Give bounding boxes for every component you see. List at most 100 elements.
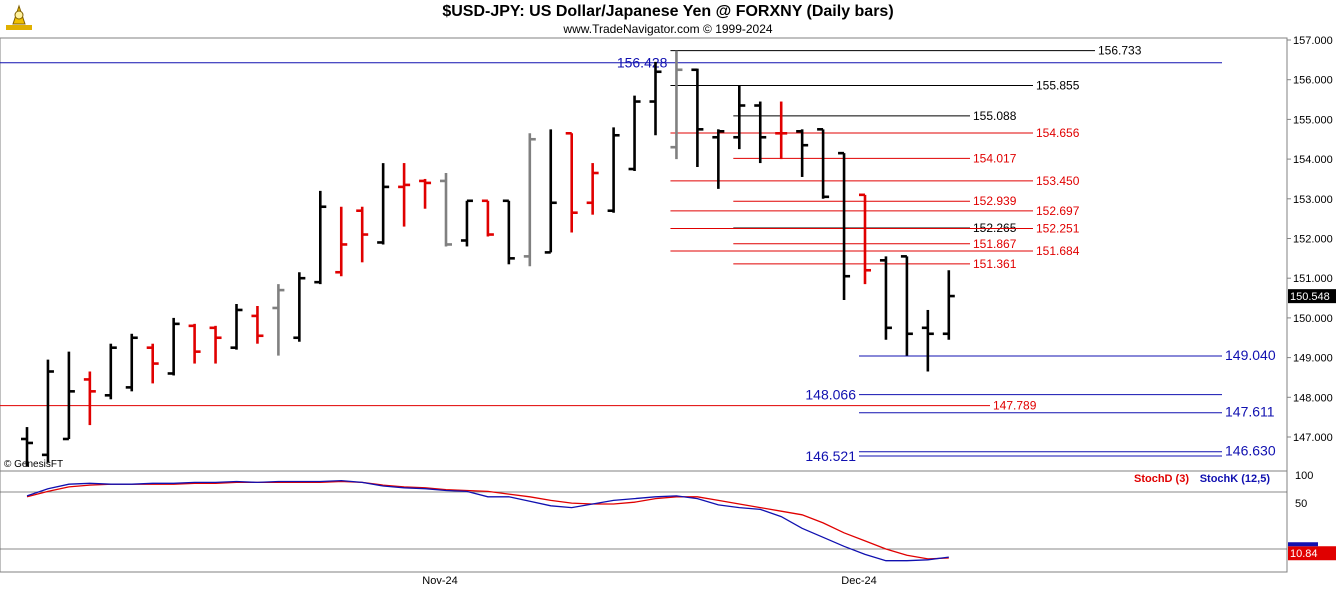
level-label: 146.630 xyxy=(1225,443,1276,459)
ohlc-bar xyxy=(859,193,871,285)
stoch-tick-label: 50 xyxy=(1295,498,1307,510)
ohlc-bar xyxy=(209,325,222,364)
y-tick-label: 155.000 xyxy=(1293,114,1333,126)
ohlc-bar xyxy=(502,199,515,265)
last-price-label: 150.548 xyxy=(1290,291,1330,303)
ohlc-bar xyxy=(796,129,809,177)
level-label: 149.040 xyxy=(1225,347,1276,363)
level-label: 152.251 xyxy=(1036,222,1080,236)
level-label: 146.521 xyxy=(805,448,856,464)
ohlc-bar xyxy=(272,284,285,356)
y-tick-label: 152.000 xyxy=(1293,234,1333,246)
ohlc-bar xyxy=(900,255,913,356)
ohlc-bar xyxy=(335,206,348,277)
trade-navigator-logo-icon xyxy=(4,3,34,38)
y-tick-label: 154.000 xyxy=(1293,154,1333,166)
ohlc-bar xyxy=(62,351,75,441)
y-tick-label: 149.000 xyxy=(1293,353,1333,365)
chart-frame xyxy=(0,37,1288,573)
y-tick-label: 147.000 xyxy=(1293,432,1333,444)
level-label: 155.088 xyxy=(973,109,1017,123)
ohlc-bar xyxy=(691,68,704,168)
ohlc-bar xyxy=(628,95,641,172)
ohlc-bar xyxy=(293,272,306,342)
level-label: 154.656 xyxy=(1036,126,1080,140)
level-label: 151.361 xyxy=(973,257,1017,271)
y-tick-label: 156.000 xyxy=(1293,75,1333,87)
stoch-last-box xyxy=(1288,546,1336,561)
ohlc-bar xyxy=(460,199,473,247)
stoch-tick-label: 100 xyxy=(1295,470,1313,482)
level-label: 156.733 xyxy=(1098,44,1142,58)
y-tick-label: 150.000 xyxy=(1293,313,1333,325)
level-label: 147.789 xyxy=(993,399,1037,413)
ohlc-bar xyxy=(733,85,746,150)
ohlc-bar xyxy=(921,309,934,372)
ohlc-bar xyxy=(104,343,117,400)
level-label: 156.428 xyxy=(617,55,668,71)
level-label: 151.684 xyxy=(1036,244,1080,258)
level-label: 151.867 xyxy=(973,237,1017,251)
level-label: 148.066 xyxy=(805,387,856,403)
ohlc-bar xyxy=(188,323,201,364)
level-label: 152.265 xyxy=(973,221,1017,235)
copyright-label: © GenesisFT xyxy=(4,459,63,470)
ohlc-bar xyxy=(83,371,96,426)
ohlc-bar xyxy=(41,359,54,463)
ohlc-bar xyxy=(942,270,955,340)
x-tick-label: Dec-24 xyxy=(841,575,876,587)
y-tick-label: 153.000 xyxy=(1293,194,1333,206)
stochastic-panel: StochD (3) StochK (12,5) 100 50 10.84 xyxy=(0,470,1336,562)
ohlc-bar xyxy=(146,343,159,384)
ohlc-bar xyxy=(754,101,767,164)
stoch-series-line xyxy=(26,479,949,562)
ohlc-bar xyxy=(314,190,327,285)
ohlc-bar xyxy=(838,151,851,301)
level-label: 155.855 xyxy=(1036,78,1080,92)
stoch-panel-border xyxy=(0,470,1288,573)
ohlc-bar xyxy=(670,50,683,160)
level-label: 152.697 xyxy=(1036,204,1080,218)
stoch-legend-d: StochD (3) xyxy=(1134,473,1189,485)
ohlc-bar xyxy=(398,163,411,227)
ohlc-bar xyxy=(523,133,536,267)
ohlc-bar xyxy=(377,163,390,245)
stoch-series-line xyxy=(26,480,949,560)
chart-header: $USD-JPY: US Dollar/Japanese Yen @ FORXN… xyxy=(0,0,1336,38)
ohlc-bar xyxy=(649,61,662,136)
ohlc-bar xyxy=(544,129,557,254)
ohlc-bar xyxy=(419,178,432,209)
level-label: 147.611 xyxy=(1225,404,1275,420)
ohlc-bar xyxy=(481,199,494,237)
ohlc-bar xyxy=(125,333,138,392)
chart-title: $USD-JPY: US Dollar/Japanese Yen @ FORXN… xyxy=(442,3,894,20)
ohlc-bar xyxy=(440,172,452,247)
y-tick-label: 151.000 xyxy=(1293,273,1333,285)
price-bars xyxy=(21,50,955,467)
ohlc-bar xyxy=(817,128,830,199)
ohlc-bar xyxy=(251,305,264,344)
last-price-box xyxy=(1288,289,1336,304)
ohlc-bar xyxy=(607,127,620,213)
ohlc-bar xyxy=(230,304,243,350)
ohlc-bar xyxy=(879,256,892,340)
stoch-legend-k: StochK (12,5) xyxy=(1200,473,1271,485)
price-axis: 157.000 156.000 155.000 154.000 153.000 152.0… xyxy=(1286,35,1336,572)
ohlc-bar xyxy=(712,129,725,189)
stoch-last-k-marker xyxy=(1288,542,1318,547)
date-axis: Nov-24 Dec-24 xyxy=(422,575,876,587)
ohlc-bar xyxy=(565,131,578,233)
ohlc-bar xyxy=(356,206,369,263)
y-tick-label: 157.000 xyxy=(1293,35,1333,47)
ohlc-bar xyxy=(167,317,180,376)
chart-subtitle: www.TradeNavigator.com © 1999-2024 xyxy=(563,22,773,36)
ohlc-bar xyxy=(21,427,33,467)
ohlc-bar xyxy=(586,163,599,215)
level-label: 152.939 xyxy=(973,194,1017,208)
ohlc-bar xyxy=(775,101,788,160)
stoch-last-label: 10.84 xyxy=(1290,548,1318,560)
level-label: 154.017 xyxy=(973,151,1017,165)
x-tick-label: Nov-24 xyxy=(422,575,457,587)
y-tick-label: 148.000 xyxy=(1293,392,1333,404)
